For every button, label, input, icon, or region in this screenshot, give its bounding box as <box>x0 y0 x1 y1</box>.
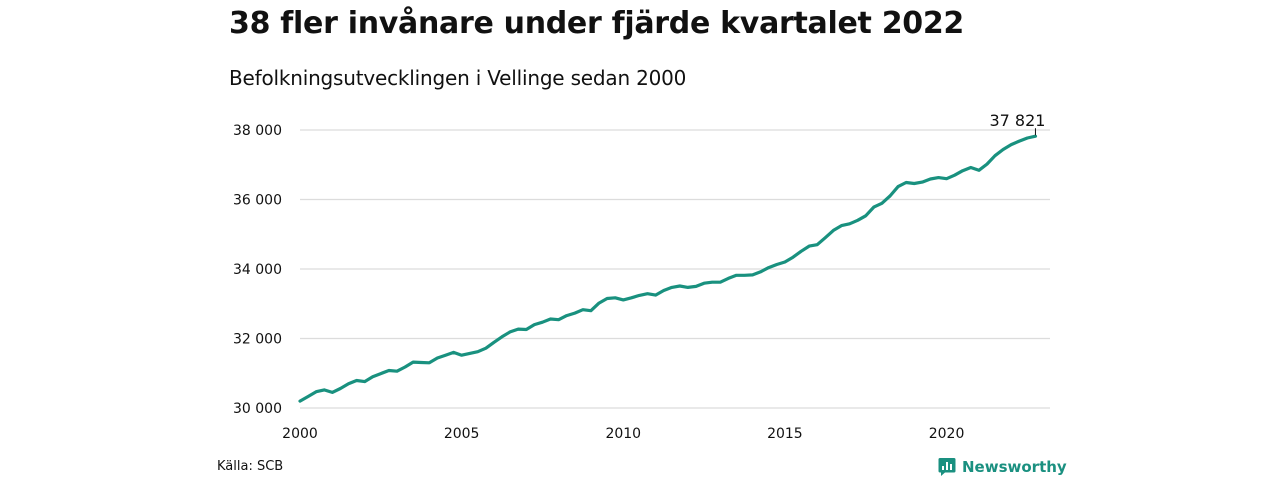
annotation-layer: 37 821 <box>989 111 1045 136</box>
y-tick-label: 32 000 <box>233 332 282 348</box>
source-label: Källa: SCB <box>217 459 284 474</box>
y-tick-label: 36 000 <box>233 193 282 209</box>
x-tick-label: 2015 <box>767 426 803 442</box>
end-value-label: 37 821 <box>989 111 1045 130</box>
brand-logo[interactable]: Newsworthy <box>938 456 1067 478</box>
bar-chart-speech-bubble-icon <box>938 457 956 477</box>
x-axis-tick-labels: 2000 2005 2010 2015 2020 <box>282 426 964 442</box>
grid-lines <box>300 129 1050 409</box>
chart-subtitle: Befolkningsutvecklingen i Vellinge sedan… <box>229 66 687 90</box>
series-layer <box>298 134 1038 403</box>
x-tick-label: 2005 <box>444 426 480 442</box>
x-tick-label: 2010 <box>605 426 641 442</box>
population-series-line <box>298 134 1038 403</box>
y-tick-label: 38 000 <box>233 123 282 139</box>
brand-name: Newsworthy <box>962 458 1067 476</box>
y-axis-tick-labels: 30 000 32 000 34 000 36 000 38 000 <box>233 123 282 417</box>
x-tick-label: 2020 <box>929 426 965 442</box>
chart-title: 38 fler invånare under fjärde kvartalet … <box>229 6 964 41</box>
y-tick-label: 34 000 <box>233 262 282 278</box>
y-tick-label: 30 000 <box>233 401 282 417</box>
x-tick-label: 2000 <box>282 426 318 442</box>
